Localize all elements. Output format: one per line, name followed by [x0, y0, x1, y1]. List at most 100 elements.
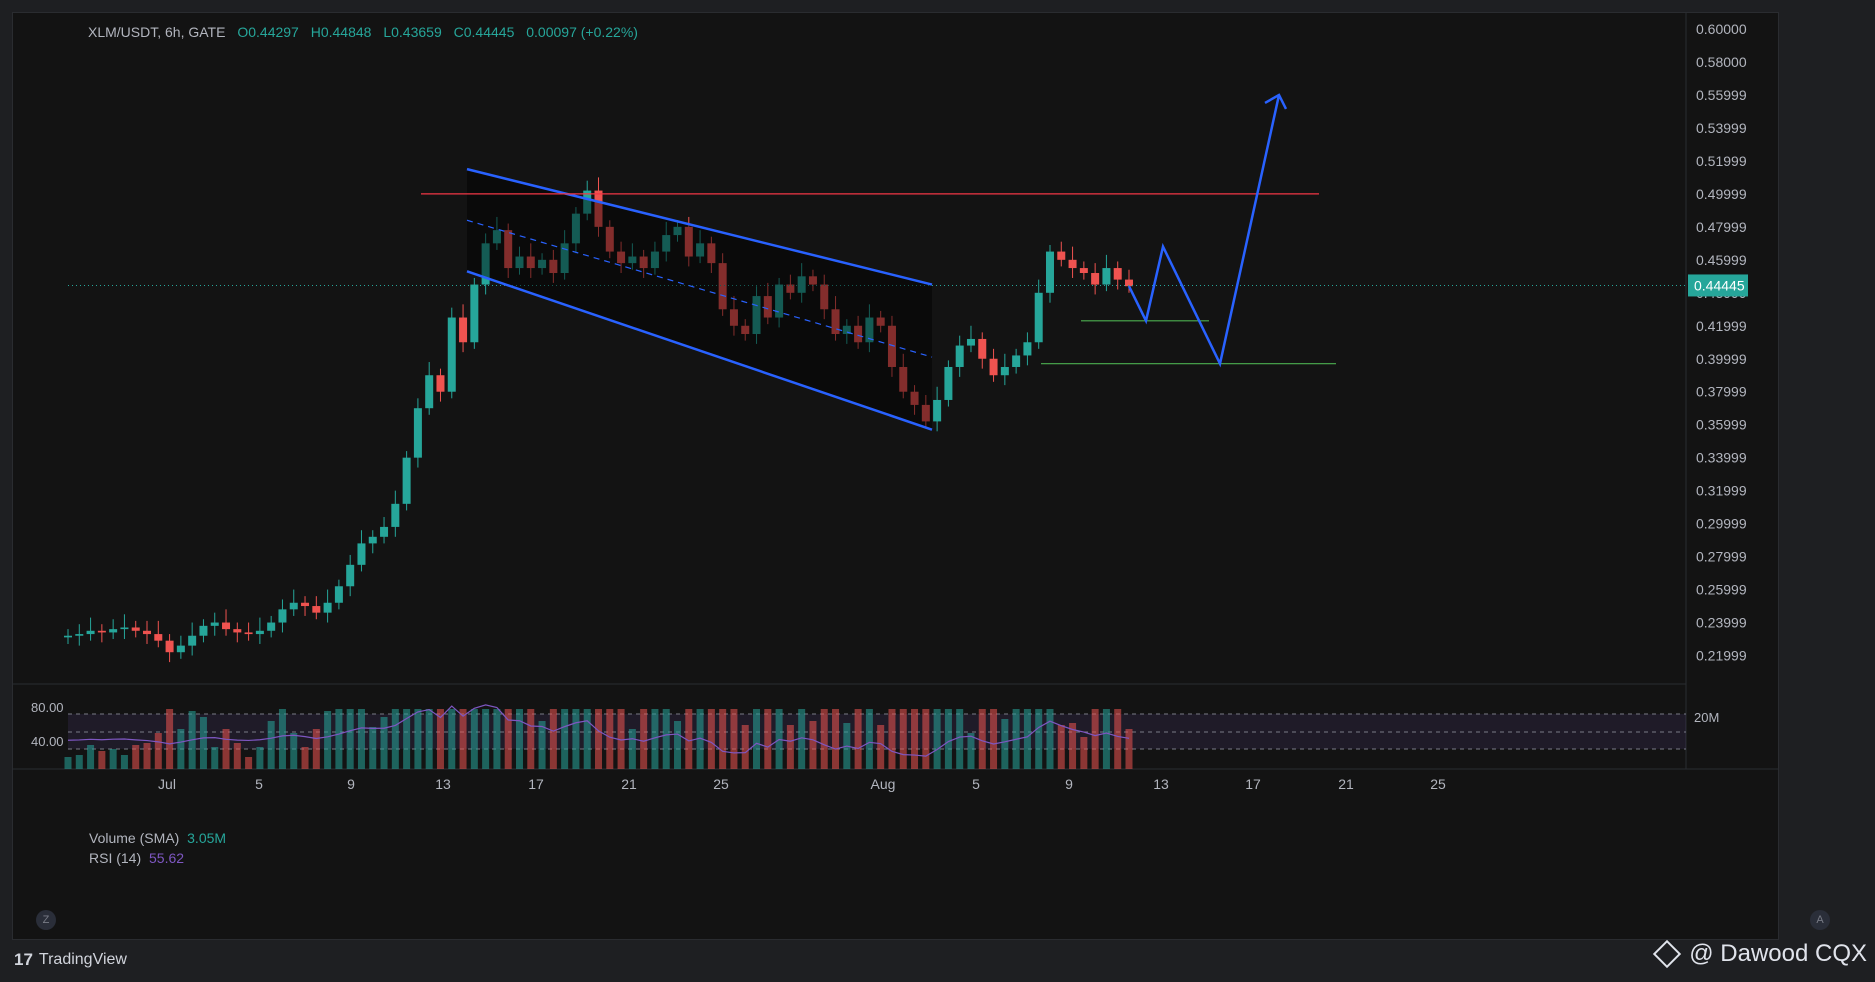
price-axis-label: 0.33999 — [1696, 450, 1747, 466]
volume-bar — [414, 709, 422, 769]
price-axis-label: 0.21999 — [1696, 648, 1747, 664]
time-axis-label: 25 — [713, 776, 729, 792]
price-axis-label: 0.45999 — [1696, 252, 1747, 268]
candle-body — [718, 263, 727, 310]
price-axis-label: 0.37999 — [1696, 384, 1747, 400]
volume-bar — [832, 709, 840, 769]
candle-body — [797, 276, 806, 293]
candle-body — [1023, 342, 1032, 356]
volume-bar — [98, 751, 106, 769]
candle-body — [64, 635, 72, 638]
candle-body — [571, 213, 580, 244]
volume-bar — [595, 709, 602, 769]
volume-bar — [1023, 709, 1031, 769]
candle-body — [1113, 268, 1122, 280]
candle-body — [470, 284, 479, 343]
time-axis-label: 5 — [255, 776, 263, 792]
time-axis-label: 21 — [1338, 776, 1354, 792]
candle-body — [978, 338, 987, 359]
symbol-legend[interactable]: XLM/USDT, 6h, GATE O0.44297 H0.44848 L0.… — [88, 24, 646, 40]
channel-fill — [467, 169, 932, 430]
tradingview-logo-icon: 17 — [14, 950, 33, 969]
candle-body — [357, 543, 366, 565]
zoom-button[interactable]: Z — [36, 910, 56, 930]
volume-bar — [978, 709, 986, 769]
candle-body — [278, 609, 287, 623]
candle-body — [966, 338, 975, 346]
volume-bar — [877, 725, 885, 769]
channel-mid-line — [466, 219, 933, 358]
volume-bar — [753, 709, 761, 769]
time-axis-label: 17 — [528, 776, 544, 792]
volume-bar — [166, 709, 174, 769]
volume-bar — [583, 709, 591, 769]
volume-indicator-label[interactable]: Volume (SMA) 3.05M — [89, 830, 226, 846]
volume-bar — [75, 755, 83, 769]
volume-bar — [741, 725, 749, 769]
volume-bar — [640, 709, 648, 769]
candle-body — [210, 622, 219, 626]
volume-bar — [335, 709, 343, 769]
time-axis-label: 13 — [435, 776, 451, 792]
volume-bar — [504, 709, 512, 769]
rsi-value: 55.62 — [149, 850, 185, 866]
time-axis-label: Aug — [871, 776, 896, 792]
volume-bar — [967, 733, 975, 769]
price-axis-label: 0.49999 — [1696, 186, 1747, 202]
volume-bar — [990, 709, 998, 769]
credit-text: @ Dawood CQX — [1689, 940, 1867, 967]
candle-body — [334, 586, 343, 603]
price-axis-label: 0.35999 — [1696, 417, 1747, 433]
candle-body — [741, 325, 750, 335]
price-axis-label: 0.58000 — [1696, 54, 1747, 70]
price-chart[interactable]: 0.60000 0.58000 0.55999 0.53999 0.51999 0.499… — [13, 13, 1778, 939]
candle-body — [628, 256, 637, 264]
candle-body — [323, 602, 332, 613]
volume-bar — [391, 709, 399, 769]
volume-bar — [865, 709, 873, 769]
candle-body — [617, 251, 626, 264]
volume-bar — [922, 709, 930, 769]
price-axis-label: 0.23999 — [1696, 615, 1747, 631]
volume-bar — [696, 709, 704, 769]
price-axis-label: 0.51999 — [1696, 153, 1747, 169]
candle-body — [752, 296, 761, 335]
volume-bar — [674, 721, 682, 769]
price-axis-label: 0.55999 — [1696, 87, 1747, 103]
tradingview-brand[interactable]: 17 TradingView — [14, 950, 127, 970]
candle-body — [944, 366, 953, 400]
volume-bar — [944, 709, 952, 769]
candle-body — [729, 309, 738, 326]
rsi-indicator-label[interactable]: RSI (14) 55.62 — [89, 850, 184, 866]
candle-body — [391, 503, 400, 527]
volume-bar — [1102, 709, 1110, 769]
volume-bar — [1125, 729, 1133, 769]
volume-bar — [369, 727, 377, 769]
volume-bar — [346, 709, 354, 769]
volume-bar — [719, 709, 727, 769]
volume-bar — [899, 709, 907, 769]
volume-bar — [64, 757, 72, 769]
volume-bar — [707, 709, 715, 769]
candle-body — [775, 284, 784, 318]
volume-bar — [798, 709, 806, 769]
volume-bar — [786, 725, 794, 769]
time-axis-label: 21 — [621, 776, 637, 792]
volume-bar — [764, 709, 772, 769]
candle-body — [933, 399, 942, 422]
candle-body — [176, 645, 185, 653]
candle-body — [1012, 355, 1021, 367]
volume-bar — [561, 709, 569, 769]
candle-body — [436, 375, 445, 392]
volume-bar — [132, 745, 140, 769]
candle-body — [842, 325, 851, 335]
auto-scale-button[interactable]: A — [1810, 910, 1830, 930]
volume-label: Volume (SMA) — [89, 830, 180, 846]
candle-body — [1125, 279, 1133, 287]
rsi-axis-label: 40.00 — [31, 734, 64, 749]
volume-bar — [1091, 709, 1099, 769]
projection-arrowhead — [1264, 93, 1288, 110]
volume-bar — [527, 709, 535, 769]
chart-frame[interactable]: 0.60000 0.58000 0.55999 0.53999 0.51999 0.499… — [12, 12, 1779, 940]
